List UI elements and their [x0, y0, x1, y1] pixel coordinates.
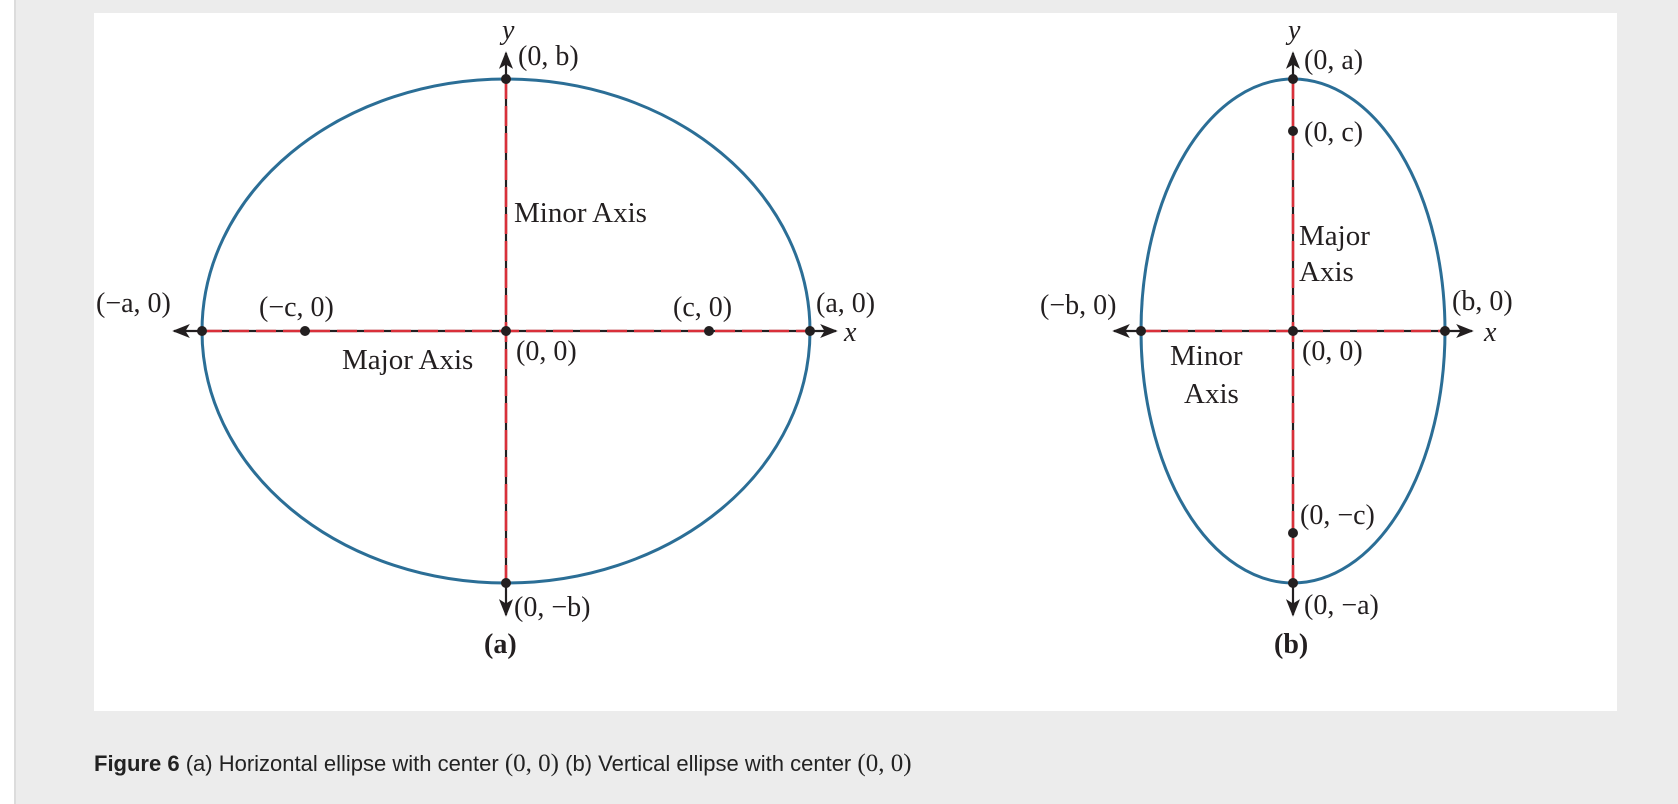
panel-a-diagram: y x (0, b) (0, −b) (−a, 0) (−c, 0) (c, 0… [96, 15, 875, 660]
point-center-b [1288, 326, 1298, 336]
point-neg-b-0 [1136, 326, 1146, 336]
label-0-a: (0, a) [1304, 45, 1363, 76]
label-c-0: (c, 0) [673, 292, 732, 323]
label-b-0: (b, 0) [1452, 286, 1513, 317]
point-a-0 [805, 326, 815, 336]
label-0-c: (0, c) [1304, 117, 1363, 148]
label-center-b: (0, 0) [1302, 336, 1363, 367]
panel-b-diagram: y x (0, a) (0, c) (0, −c) (0, −a) (−b, 0… [1040, 15, 1513, 660]
point-0-neg-a [1288, 578, 1298, 588]
point-0-neg-c [1288, 528, 1298, 538]
label-center-a: (0, 0) [516, 336, 577, 367]
figure-image: y x (0, b) (0, −b) (−a, 0) (−c, 0) (c, 0… [94, 13, 1617, 711]
point-neg-c-0 [300, 326, 310, 336]
point-0-c [1288, 126, 1298, 136]
panel-a-x-label: x [843, 317, 857, 348]
caption-part-b: (b) Vertical ellipse with center [565, 751, 852, 776]
caption-part-a-math: (0, 0) [504, 750, 560, 777]
point-c-0 [704, 326, 714, 336]
label-a-0: (a, 0) [816, 288, 875, 319]
panel-a-minor-axis-label: Minor Axis [514, 197, 647, 229]
point-center-a [501, 326, 511, 336]
figure-panel: y x (0, b) (0, −b) (−a, 0) (−c, 0) (c, 0… [14, 0, 1678, 804]
label-0-b: (0, b) [518, 41, 579, 72]
point-0-a [1288, 74, 1298, 84]
label-neg-c-0: (−c, 0) [259, 292, 334, 323]
panel-b-y-label: y [1285, 15, 1301, 46]
point-neg-a-0 [197, 326, 207, 336]
panel-a-y-label: y [499, 15, 515, 46]
label-0-neg-a: (0, −a) [1304, 590, 1379, 621]
panel-a-major-axis-label: Major Axis [342, 344, 473, 376]
panel-a-tag: (a) [484, 629, 517, 660]
panel-b-minor-axis-label-line1: Minor [1170, 340, 1243, 372]
figure-number: Figure 6 [94, 751, 180, 776]
figure-caption: Figure 6 (a) Horizontal ellipse with cen… [94, 750, 912, 778]
panel-b-major-axis-label-line2: Axis [1299, 256, 1354, 288]
point-0-neg-b [501, 578, 511, 588]
panel-b-major-axis-label-line1: Major [1299, 220, 1370, 252]
label-0-neg-b: (0, −b) [514, 592, 590, 623]
label-0-neg-c: (0, −c) [1300, 500, 1375, 531]
ellipse-diagram: y x (0, b) (0, −b) (−a, 0) (−c, 0) (c, 0… [96, 15, 1513, 660]
caption-part-b-math: (0, 0) [857, 750, 912, 777]
panel-b-x-label: x [1483, 317, 1497, 348]
panel-b-minor-axis-label-line2: Axis [1184, 378, 1239, 410]
panel-b-tag: (b) [1274, 629, 1308, 660]
caption-part-a: (a) Horizontal ellipse with center [185, 751, 499, 776]
point-b-0 [1440, 326, 1450, 336]
label-neg-a-0: (−a, 0) [96, 288, 171, 319]
label-neg-b-0: (−b, 0) [1040, 290, 1116, 321]
point-0-b [501, 74, 511, 84]
